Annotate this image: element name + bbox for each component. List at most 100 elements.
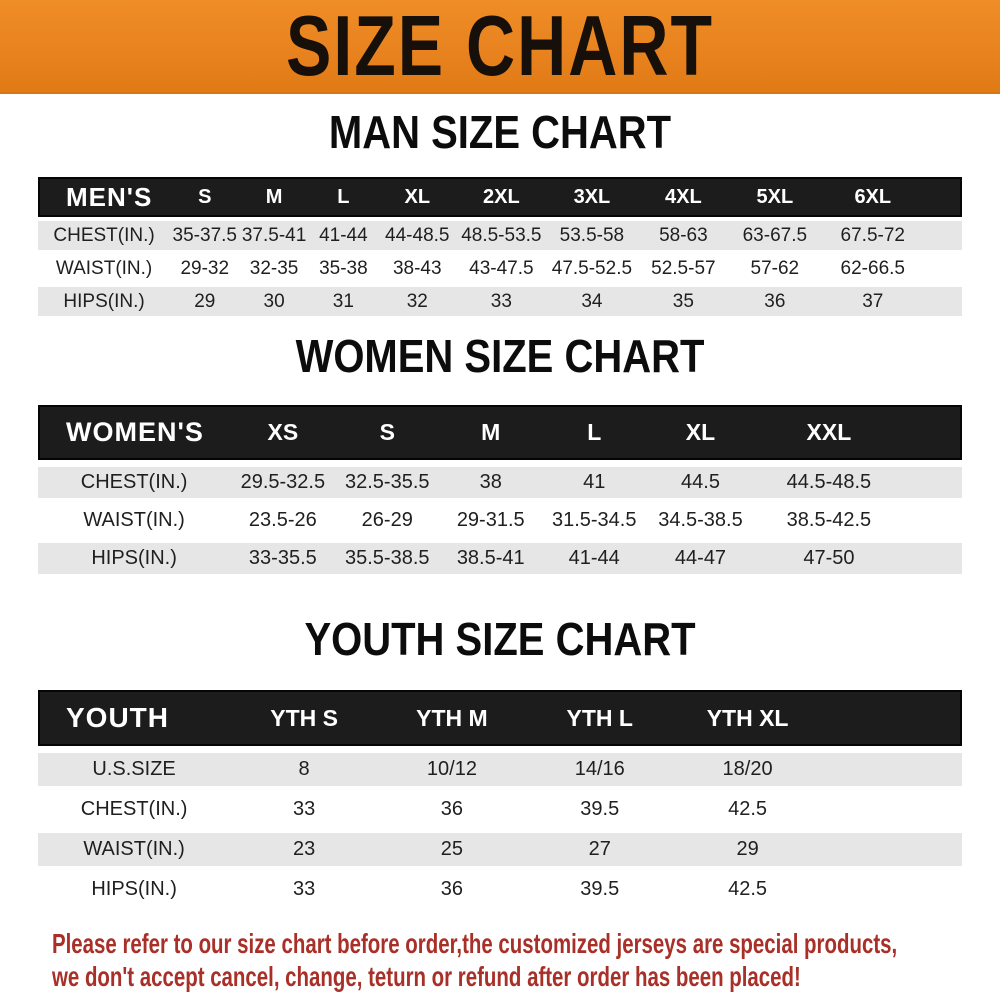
men-size-table: MEN'S S M L XL 2XL 3XL 4XL 5XL 6XL CHEST… <box>38 173 962 320</box>
men-section-heading-text: MAN SIZE CHART <box>328 107 672 159</box>
size-cell: 67.5-72 <box>840 224 905 246</box>
size-cell: 52.5-57 <box>651 257 716 279</box>
size-cell: 37 <box>862 290 884 312</box>
size-cell: 37.5-41 <box>241 224 307 246</box>
row-label: U.S.SIZE <box>92 758 176 780</box>
size-cell: 29-32 <box>180 257 230 279</box>
size-cell: 38-43 <box>392 257 442 279</box>
size-cell: 29.5-32.5 <box>240 471 326 493</box>
women-col-xl: XL <box>645 405 755 460</box>
men-col-5xl: 5XL <box>729 177 821 217</box>
youth-size-table: YOUTH YTH S YTH M YTH L YTH XL U.S.SIZE … <box>38 683 962 913</box>
size-cell: 36 <box>440 878 464 900</box>
youth-group-label: YOUTH <box>38 690 231 746</box>
row-label: HIPS(IN.) <box>63 290 145 312</box>
women-col-xxl: XXL <box>755 405 903 460</box>
size-cell: 44-48.5 <box>385 224 450 246</box>
women-group-label: WOMEN'S <box>38 405 231 460</box>
size-cell: 8 <box>298 758 310 780</box>
row-label: HIPS(IN.) <box>91 547 177 569</box>
youth-col-yth-m: YTH M <box>378 690 526 746</box>
size-cell: 35-37.5 <box>172 224 237 246</box>
women-waist-row: WAIST(IN.) 23.5-26 26-29 29-31.5 31.5-34… <box>38 505 962 536</box>
size-cell: 39.5 <box>580 798 620 820</box>
men-waist-row: WAIST(IN.) 29-32 32-35 35-38 38-43 43-47… <box>38 254 962 283</box>
spacer-cell <box>925 221 962 250</box>
footnote-line-2: we don't accept cancel, change, teturn o… <box>52 961 801 992</box>
row-label: CHEST(IN.) <box>53 224 155 246</box>
size-cell: 29 <box>194 290 216 312</box>
row-label: HIPS(IN.) <box>91 878 177 900</box>
size-cell: 32.5-35.5 <box>345 471 430 493</box>
spacer-cell <box>902 405 962 460</box>
size-cell: 33 <box>292 798 316 820</box>
youth-header-row: YOUTH YTH S YTH M YTH L YTH XL <box>38 690 962 746</box>
youth-section-heading: YOUTH SIZE CHART <box>0 616 1000 667</box>
footnote-line-1: Please refer to our size chart before or… <box>52 928 898 959</box>
size-chart-banner: SIZE CHART <box>0 0 1000 94</box>
size-cell: 44.5 <box>681 471 720 493</box>
size-cell: 31 <box>332 290 354 312</box>
men-col-s: S <box>170 177 240 217</box>
spacer-cell <box>925 254 962 283</box>
size-cell: 41-44 <box>568 547 620 569</box>
size-cell: 47-50 <box>803 547 855 569</box>
women-chest-row: CHEST(IN.) 29.5-32.5 32.5-35.5 38 41 44.… <box>38 467 962 498</box>
men-col-m: M <box>239 177 309 217</box>
size-cell: 33-35.5 <box>248 547 317 569</box>
women-col-l: L <box>542 405 646 460</box>
men-col-l: L <box>308 177 379 217</box>
row-label: WAIST(IN.) <box>83 838 185 860</box>
size-cell: 41-44 <box>319 224 368 246</box>
spacer-cell <box>821 690 962 746</box>
men-hips-row: HIPS(IN.) 29 30 31 32 33 34 35 36 37 <box>38 287 962 316</box>
size-cell: 33 <box>490 290 512 312</box>
men-col-3xl: 3XL <box>546 177 638 217</box>
size-cell: 48.5-53.5 <box>461 224 542 246</box>
size-cell: 58-63 <box>659 224 708 246</box>
row-label: WAIST(IN.) <box>55 257 153 279</box>
women-col-m: M <box>439 405 543 460</box>
row-label: WAIST(IN.) <box>83 509 185 531</box>
spacer-cell <box>822 873 963 906</box>
size-cell: 57-62 <box>750 257 800 279</box>
youth-col-yth-xl: YTH XL <box>673 690 822 746</box>
size-cell: 36 <box>764 290 786 312</box>
size-cell: 43-47.5 <box>469 257 534 279</box>
women-header-row: WOMEN'S XS S M L XL XXL <box>38 405 962 460</box>
size-cell: 35.5-38.5 <box>345 547 430 569</box>
women-col-s: S <box>335 405 439 460</box>
size-cell: 23.5-26 <box>248 509 317 531</box>
spacer-cell <box>822 753 963 786</box>
spacer-cell <box>924 177 962 217</box>
size-cell: 36 <box>440 798 464 820</box>
spacer-cell <box>822 833 963 866</box>
size-cell: 33 <box>292 878 316 900</box>
spacer-cell <box>903 467 962 498</box>
size-cell: 14/16 <box>574 758 625 780</box>
spacer-cell <box>925 287 962 316</box>
size-cell: 34 <box>581 290 603 312</box>
men-group-label: MEN'S <box>38 177 171 217</box>
spacer-cell <box>903 543 962 574</box>
size-cell: 63-67.5 <box>742 224 808 246</box>
size-cell: 41 <box>583 471 606 493</box>
size-cell: 47.5-52.5 <box>551 257 633 279</box>
size-cell: 35-38 <box>319 257 368 279</box>
women-section-heading: WOMEN SIZE CHART <box>0 333 1000 384</box>
youth-col-yth-l: YTH L <box>525 690 674 746</box>
size-cell: 42.5 <box>728 878 768 900</box>
row-label: CHEST(IN.) <box>80 798 188 820</box>
size-cell: 34.5-38.5 <box>658 509 743 531</box>
size-cell: 62-66.5 <box>840 257 905 279</box>
banner-title: SIZE CHART <box>286 0 714 94</box>
men-col-4xl: 4XL <box>637 177 730 217</box>
spacer-cell <box>903 505 962 536</box>
size-cell: 18/20 <box>722 758 773 780</box>
size-cell: 27 <box>588 838 611 860</box>
size-cell: 32 <box>406 290 428 312</box>
men-section-heading: MAN SIZE CHART <box>0 107 1000 160</box>
youth-waist-row: WAIST(IN.) 23 25 27 29 <box>38 833 962 866</box>
size-cell: 23 <box>292 838 316 860</box>
size-cell: 44.5-48.5 <box>786 471 872 493</box>
